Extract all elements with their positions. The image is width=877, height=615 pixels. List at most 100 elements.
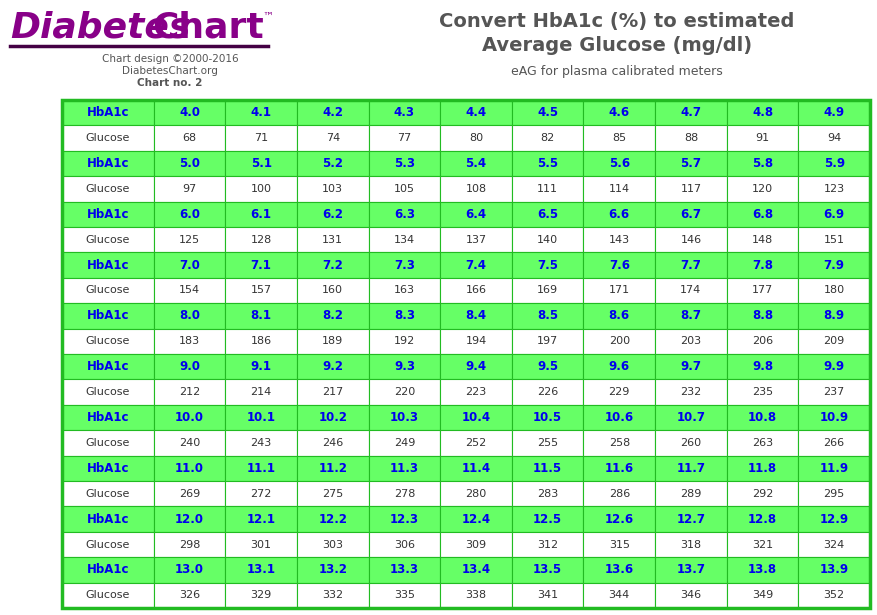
Bar <box>440 557 512 582</box>
Bar <box>368 405 440 430</box>
Bar <box>153 506 225 532</box>
Text: 200: 200 <box>609 336 630 346</box>
Bar <box>798 177 870 202</box>
Bar <box>153 379 225 405</box>
Text: 8.0: 8.0 <box>179 309 200 322</box>
Text: 157: 157 <box>251 285 272 295</box>
Bar <box>153 252 225 278</box>
Text: 309: 309 <box>466 539 487 549</box>
Text: 12.4: 12.4 <box>461 512 490 526</box>
Text: 68: 68 <box>182 133 196 143</box>
Text: 4.4: 4.4 <box>466 106 487 119</box>
Text: 7.7: 7.7 <box>681 258 702 272</box>
Bar <box>225 481 297 506</box>
Text: 8.8: 8.8 <box>752 309 774 322</box>
Text: 103: 103 <box>322 184 343 194</box>
Text: 9.2: 9.2 <box>322 360 343 373</box>
Text: 9.7: 9.7 <box>681 360 702 373</box>
Bar <box>512 278 583 303</box>
Text: 12.8: 12.8 <box>748 512 777 526</box>
Text: 13.0: 13.0 <box>175 563 204 576</box>
Bar <box>225 100 297 125</box>
Text: 7.3: 7.3 <box>394 258 415 272</box>
Bar <box>368 582 440 608</box>
Bar <box>512 151 583 177</box>
Text: 10.5: 10.5 <box>533 411 562 424</box>
Text: 91: 91 <box>755 133 770 143</box>
Text: 4.1: 4.1 <box>251 106 272 119</box>
Text: HbA1c: HbA1c <box>87 360 129 373</box>
Bar <box>727 405 798 430</box>
Bar <box>727 100 798 125</box>
Bar <box>297 405 368 430</box>
Bar <box>583 227 655 252</box>
Bar <box>62 405 153 430</box>
Text: 263: 263 <box>752 438 774 448</box>
Bar <box>512 177 583 202</box>
Text: 338: 338 <box>466 590 487 600</box>
Text: Glucose: Glucose <box>86 590 130 600</box>
Bar <box>798 582 870 608</box>
Text: 163: 163 <box>394 285 415 295</box>
Bar <box>225 430 297 456</box>
Bar <box>62 151 153 177</box>
Text: 13.1: 13.1 <box>246 563 275 576</box>
Text: 183: 183 <box>179 336 200 346</box>
Bar <box>225 379 297 405</box>
Bar <box>727 481 798 506</box>
Bar <box>297 354 368 379</box>
Text: 4.8: 4.8 <box>752 106 774 119</box>
Text: 4.2: 4.2 <box>322 106 343 119</box>
Bar <box>153 278 225 303</box>
Bar <box>655 532 727 557</box>
Text: 143: 143 <box>609 235 630 245</box>
Bar <box>440 227 512 252</box>
Text: 295: 295 <box>824 489 845 499</box>
Text: Glucose: Glucose <box>86 133 130 143</box>
Bar <box>297 328 368 354</box>
Text: 286: 286 <box>609 489 630 499</box>
Bar <box>727 354 798 379</box>
Text: 6.0: 6.0 <box>179 208 200 221</box>
Bar <box>62 252 153 278</box>
Text: 318: 318 <box>681 539 702 549</box>
Bar <box>153 557 225 582</box>
Bar <box>440 177 512 202</box>
Bar <box>297 252 368 278</box>
Text: 13.8: 13.8 <box>748 563 777 576</box>
Bar <box>297 100 368 125</box>
Text: 10.6: 10.6 <box>605 411 634 424</box>
Text: 252: 252 <box>466 438 487 448</box>
Bar <box>153 532 225 557</box>
Text: 341: 341 <box>537 590 559 600</box>
Bar <box>440 303 512 328</box>
Text: 10.2: 10.2 <box>318 411 347 424</box>
Text: 11.0: 11.0 <box>175 462 204 475</box>
Bar <box>62 379 153 405</box>
Bar <box>225 354 297 379</box>
Text: 275: 275 <box>322 489 344 499</box>
Text: Average Glucose (mg/dl): Average Glucose (mg/dl) <box>482 36 752 55</box>
Text: 7.6: 7.6 <box>609 258 630 272</box>
Text: 8.2: 8.2 <box>322 309 343 322</box>
Bar <box>727 278 798 303</box>
Bar <box>727 227 798 252</box>
Text: 220: 220 <box>394 387 415 397</box>
Text: 11.1: 11.1 <box>246 462 275 475</box>
Text: 189: 189 <box>322 336 344 346</box>
Bar <box>440 379 512 405</box>
Bar <box>440 125 512 151</box>
Text: Chart: Chart <box>152 10 264 44</box>
Bar <box>655 202 727 227</box>
Bar <box>512 202 583 227</box>
Bar <box>368 100 440 125</box>
Bar <box>62 303 153 328</box>
Bar <box>655 328 727 354</box>
Text: 298: 298 <box>179 539 200 549</box>
Bar <box>225 202 297 227</box>
Bar <box>583 125 655 151</box>
Bar <box>655 506 727 532</box>
Bar <box>583 379 655 405</box>
Text: 9.8: 9.8 <box>752 360 774 373</box>
Text: 197: 197 <box>537 336 559 346</box>
